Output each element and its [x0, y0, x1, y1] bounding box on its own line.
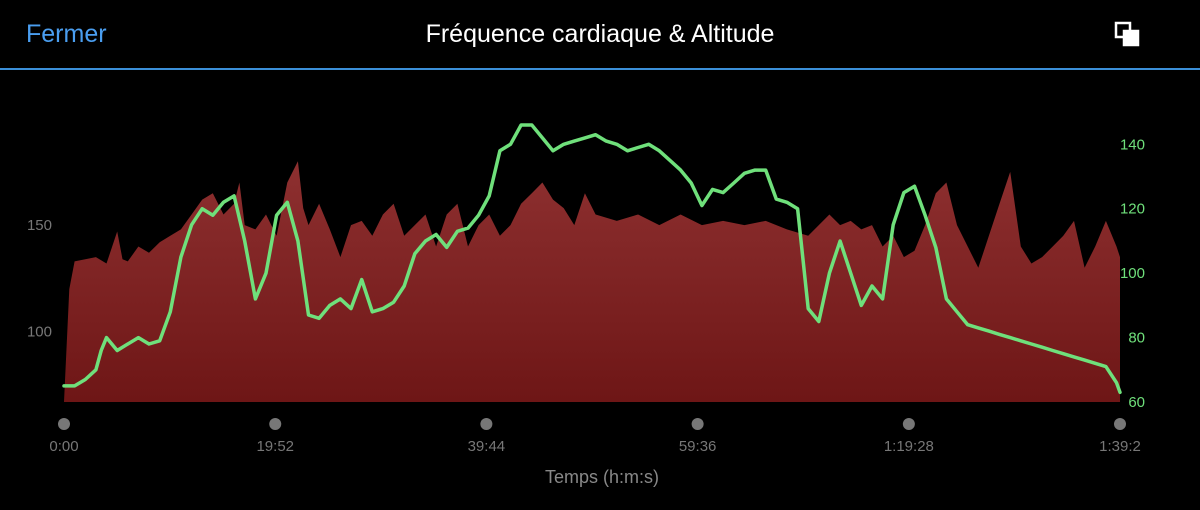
- chart-area: 100 150 60 80 100 120 140 0:00 19:52 39:44 59:36…: [27, 123, 1145, 487]
- left-axis-tick-label: 150: [27, 217, 52, 234]
- close-button[interactable]: Fermer: [26, 20, 107, 48]
- right-axis-tick-label: 140: [1120, 136, 1145, 153]
- x-axis-marker: [691, 418, 704, 430]
- right-axis-tick-label: 120: [1120, 201, 1145, 218]
- altitude-line: [62, 123, 1122, 395]
- x-axis-marker: [269, 418, 282, 430]
- x-axis-marker: [58, 418, 70, 430]
- right-axis-tick-label: 60: [1128, 394, 1145, 411]
- header-bar: Fermer Fréquence cardiaque & Altitude: [0, 0, 1200, 70]
- heart-rate-area: [64, 161, 1120, 402]
- x-axis-tick-label: 59:36: [679, 438, 717, 455]
- page-title: Fréquence cardiaque & Altitude: [425, 20, 775, 48]
- x-axis-marker: [902, 418, 915, 430]
- x-axis-tick-label: 1:39:2: [1099, 438, 1141, 455]
- x-axis-tick-label: 39:44: [468, 438, 506, 455]
- x-axis-marker: [1114, 418, 1126, 430]
- x-axis-tick-label: 19:52: [256, 438, 294, 455]
- right-axis-tick-label: 80: [1128, 330, 1145, 347]
- left-axis-tick-label: 100: [27, 324, 52, 341]
- x-axis-marker: [480, 418, 493, 430]
- expand-icon[interactable]: [1114, 21, 1142, 49]
- x-axis-tick-label: 1:19:28: [884, 438, 934, 455]
- right-axis-tick-label: 100: [1120, 265, 1145, 282]
- x-axis-tick-label: 0:00: [49, 438, 78, 455]
- x-axis-title: Temps (h:m:s): [545, 467, 659, 487]
